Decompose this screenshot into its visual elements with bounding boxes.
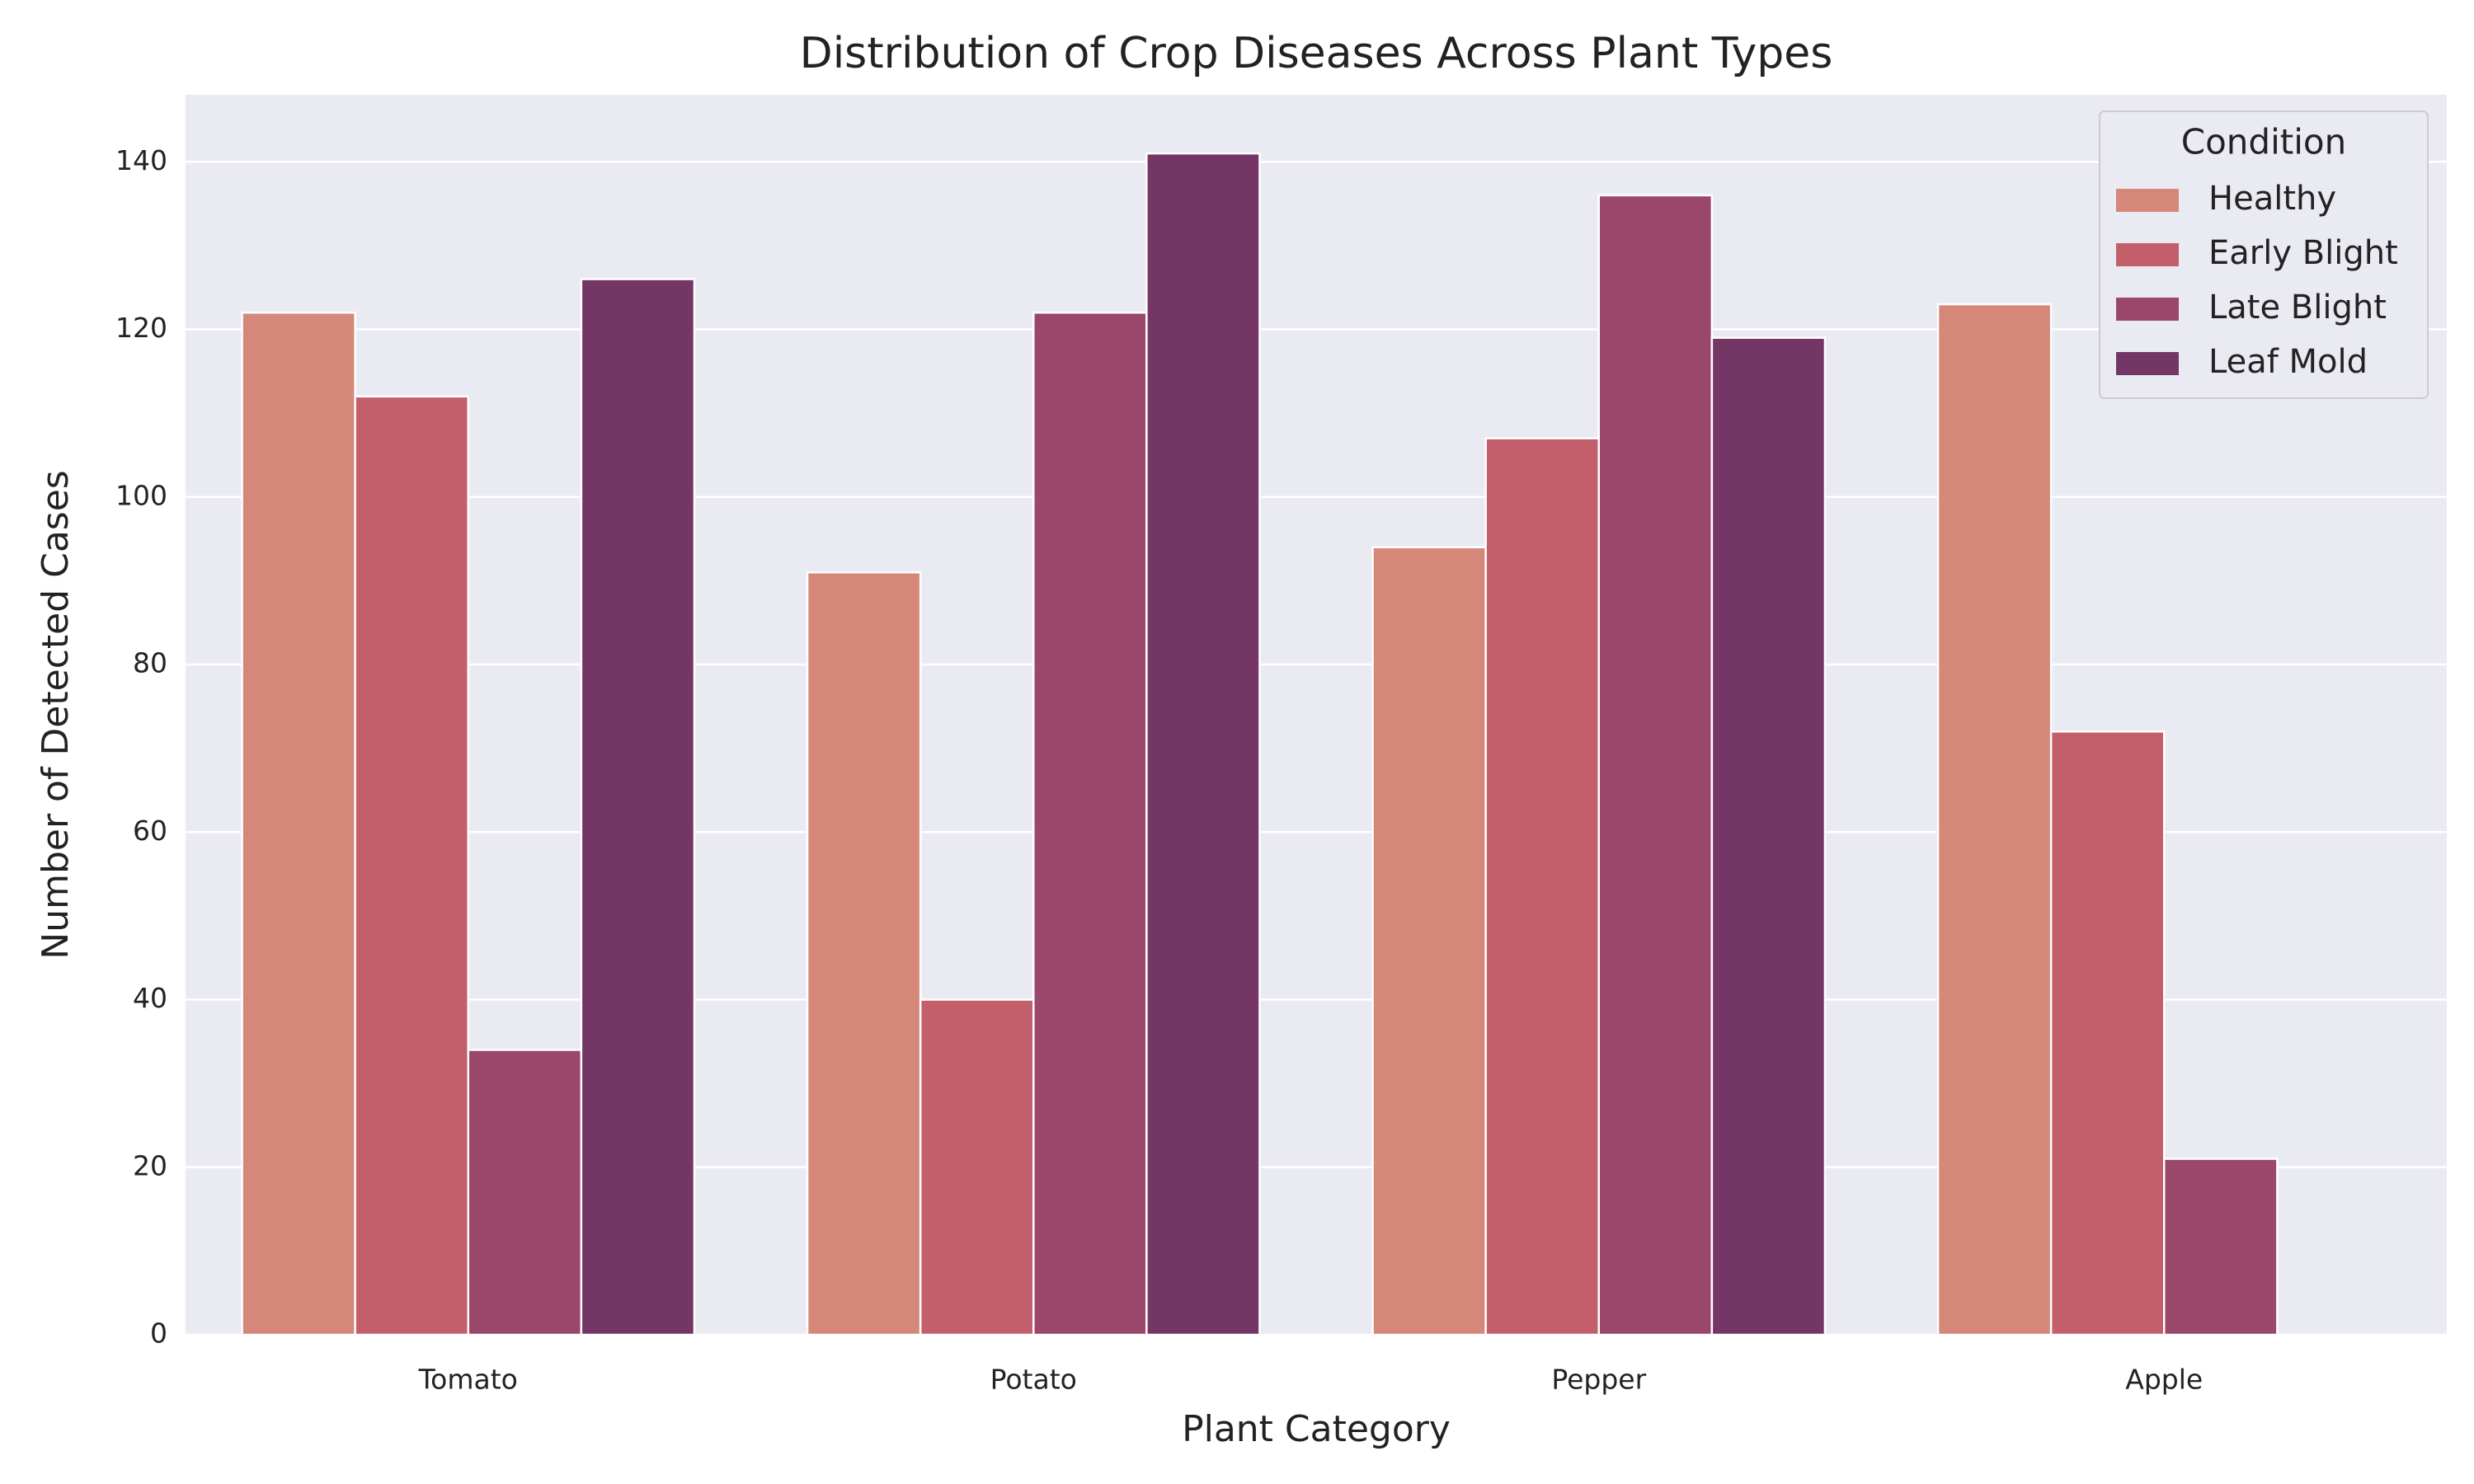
bar: [1484, 437, 1601, 1336]
y-axis-label: Number of Detected Cases: [35, 470, 77, 959]
legend: Condition Healthy Early Blight Late Blight L…: [2099, 110, 2429, 399]
y-tick-label: 80: [133, 647, 167, 679]
x-tick-label: Apple: [2125, 1364, 2203, 1396]
x-axis-label: Plant Category: [1182, 1408, 1451, 1450]
x-tick-label: Pepper: [1551, 1364, 1646, 1396]
y-tick-label: 140: [115, 144, 167, 176]
legend-title: Condition: [2181, 122, 2346, 162]
bar: [580, 278, 696, 1336]
x-tick-label: Tomato: [418, 1364, 518, 1396]
legend-box: [2099, 110, 2429, 399]
y-tick-label: 60: [133, 815, 167, 847]
legend-label: Early Blight: [2208, 234, 2398, 272]
y-tick-label: 0: [150, 1317, 167, 1350]
bar: [1145, 152, 1261, 1336]
y-tick-label: 40: [133, 982, 167, 1014]
y-tick-label: 100: [115, 479, 167, 511]
legend-swatch: [2116, 189, 2179, 212]
bar: [241, 311, 356, 1336]
bar: [2163, 1158, 2279, 1336]
y-tick-label: 120: [115, 312, 167, 344]
x-tick-label: Potato: [990, 1364, 1077, 1396]
legend-swatch: [2116, 352, 2179, 375]
y-tick-label: 20: [133, 1149, 167, 1181]
bar: [806, 571, 922, 1336]
bar: [1710, 336, 1827, 1336]
legend-swatch: [2116, 243, 2179, 266]
legend-label: Leaf Mold: [2208, 343, 2368, 381]
bar: [354, 395, 469, 1336]
legend-label: Late Blight: [2208, 289, 2387, 326]
chart-title: Distribution of Crop Diseases Across Pla…: [800, 29, 1833, 78]
legend-swatch: [2116, 298, 2179, 321]
bar: [1371, 546, 1487, 1336]
bar: [467, 1049, 583, 1336]
bar: [1936, 303, 2053, 1336]
bar: [1597, 194, 1714, 1336]
bar: [2049, 730, 2166, 1336]
bar: [1032, 311, 1148, 1336]
legend-label: Healthy: [2208, 180, 2336, 218]
bar: [919, 998, 1035, 1336]
bars: [241, 152, 2279, 1336]
